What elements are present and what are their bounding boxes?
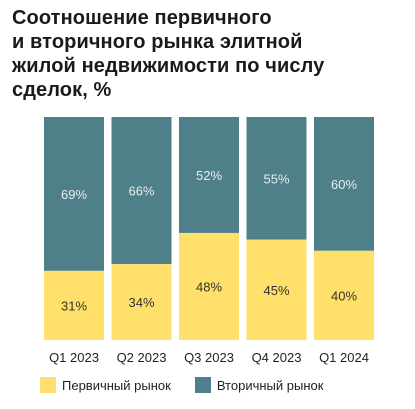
label-secondary-5: 60% (331, 177, 357, 192)
label-secondary-2: 66% (128, 184, 154, 199)
chart-title-line-4: сделок, % (12, 79, 112, 101)
bar-primary-4 (246, 239, 307, 340)
bar-primary-1 (44, 270, 104, 340)
category-label-1: Q1 2023 (49, 350, 99, 365)
legend-swatch-secondary (194, 377, 211, 393)
legend-label-secondary: Вторичный рынок (216, 377, 324, 393)
legend-item-primary: Первичный рынок (40, 377, 171, 393)
category-label-3: Q3 2023 (184, 350, 234, 365)
legend-swatch-primary (40, 377, 56, 393)
bar-secondary-4 (246, 117, 307, 240)
label-primary-5: 40% (331, 288, 357, 303)
label-secondary-1: 69% (61, 187, 87, 202)
chart-legend: Первичный рынок Вторичный рынок (40, 376, 347, 394)
category-label-2: Q2 2023 (117, 350, 167, 365)
label-primary-1: 31% (61, 298, 87, 313)
category-label-5: Q1 2024 (319, 350, 369, 365)
legend-label-primary: Первичный рынок (62, 377, 171, 393)
label-primary-2: 34% (128, 295, 154, 310)
bar-secondary-3 (179, 117, 239, 233)
chart-title: Соотношение первичного и вторичного рынк… (12, 6, 407, 102)
label-primary-3: 48% (196, 279, 222, 294)
label-secondary-4: 55% (263, 171, 289, 186)
bar-primary-3 (179, 232, 239, 340)
chart-title-line-2: и вторичного рынка элитной (12, 31, 303, 53)
label-primary-4: 45% (263, 283, 289, 298)
bar-secondary-5 (314, 117, 374, 251)
bar-secondary-1 (44, 117, 104, 271)
label-secondary-3: 52% (196, 168, 222, 183)
bar-primary-2 (111, 264, 172, 340)
chart-title-line-1: Соотношение первичного (12, 7, 272, 29)
legend-item-secondary: Вторичный рынок (194, 377, 324, 393)
bar-secondary-2 (111, 117, 172, 265)
chart-title-line-3: жилой недвижимости по числу (12, 55, 325, 77)
category-label-4: Q4 2023 (252, 350, 302, 365)
bar-primary-5 (314, 250, 374, 340)
